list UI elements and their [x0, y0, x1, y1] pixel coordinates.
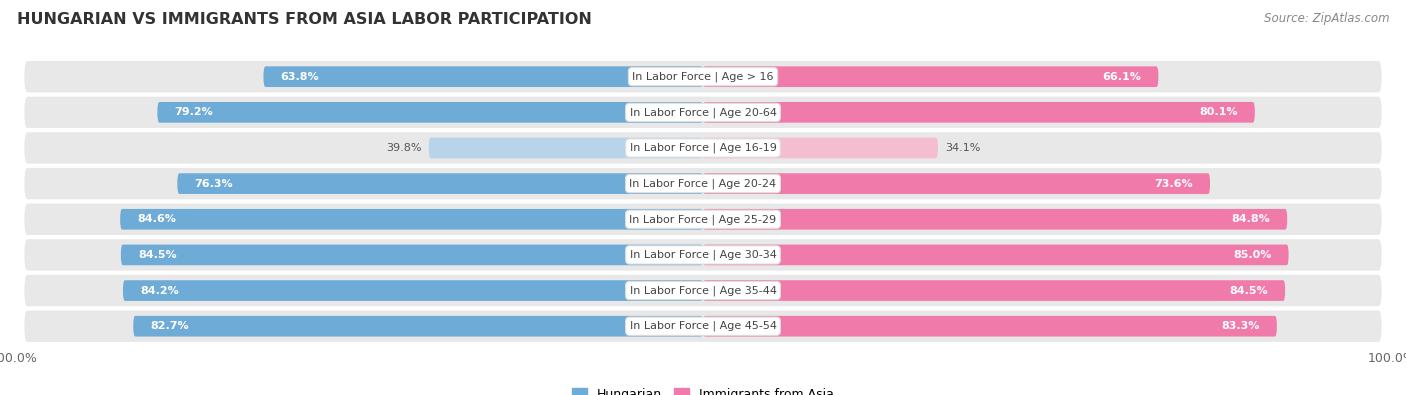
- Text: In Labor Force | Age 35-44: In Labor Force | Age 35-44: [630, 285, 776, 296]
- FancyBboxPatch shape: [24, 132, 1382, 164]
- Text: 80.1%: 80.1%: [1199, 107, 1237, 117]
- Text: In Labor Force | Age 45-54: In Labor Force | Age 45-54: [630, 321, 776, 331]
- Text: 79.2%: 79.2%: [174, 107, 214, 117]
- FancyBboxPatch shape: [24, 275, 1382, 306]
- FancyBboxPatch shape: [24, 310, 1382, 342]
- FancyBboxPatch shape: [703, 245, 1289, 265]
- Text: 84.6%: 84.6%: [138, 214, 176, 224]
- Text: 84.5%: 84.5%: [138, 250, 177, 260]
- Text: HUNGARIAN VS IMMIGRANTS FROM ASIA LABOR PARTICIPATION: HUNGARIAN VS IMMIGRANTS FROM ASIA LABOR …: [17, 12, 592, 27]
- FancyBboxPatch shape: [121, 245, 703, 265]
- Text: In Labor Force | Age 20-64: In Labor Force | Age 20-64: [630, 107, 776, 118]
- FancyBboxPatch shape: [120, 209, 703, 229]
- Text: In Labor Force | Age 30-34: In Labor Force | Age 30-34: [630, 250, 776, 260]
- FancyBboxPatch shape: [703, 280, 1285, 301]
- FancyBboxPatch shape: [263, 66, 703, 87]
- Text: 85.0%: 85.0%: [1233, 250, 1271, 260]
- Text: 84.2%: 84.2%: [141, 286, 179, 295]
- FancyBboxPatch shape: [703, 209, 1288, 229]
- Text: In Labor Force | Age 20-24: In Labor Force | Age 20-24: [630, 179, 776, 189]
- Text: 84.5%: 84.5%: [1229, 286, 1268, 295]
- FancyBboxPatch shape: [177, 173, 703, 194]
- Text: In Labor Force | Age > 16: In Labor Force | Age > 16: [633, 71, 773, 82]
- FancyBboxPatch shape: [24, 61, 1382, 92]
- Text: 76.3%: 76.3%: [194, 179, 233, 189]
- FancyBboxPatch shape: [429, 137, 703, 158]
- Text: In Labor Force | Age 25-29: In Labor Force | Age 25-29: [630, 214, 776, 224]
- Legend: Hungarian, Immigrants from Asia: Hungarian, Immigrants from Asia: [567, 383, 839, 395]
- FancyBboxPatch shape: [122, 280, 703, 301]
- Text: Source: ZipAtlas.com: Source: ZipAtlas.com: [1264, 12, 1389, 25]
- Text: 63.8%: 63.8%: [281, 71, 319, 82]
- FancyBboxPatch shape: [703, 316, 1277, 337]
- FancyBboxPatch shape: [24, 239, 1382, 271]
- FancyBboxPatch shape: [134, 316, 703, 337]
- FancyBboxPatch shape: [703, 137, 938, 158]
- Text: In Labor Force | Age 16-19: In Labor Force | Age 16-19: [630, 143, 776, 153]
- Text: 82.7%: 82.7%: [150, 321, 188, 331]
- Text: 66.1%: 66.1%: [1102, 71, 1142, 82]
- Text: 84.8%: 84.8%: [1232, 214, 1270, 224]
- Text: 34.1%: 34.1%: [945, 143, 980, 153]
- FancyBboxPatch shape: [24, 203, 1382, 235]
- FancyBboxPatch shape: [24, 168, 1382, 199]
- FancyBboxPatch shape: [703, 102, 1254, 123]
- FancyBboxPatch shape: [24, 97, 1382, 128]
- FancyBboxPatch shape: [703, 173, 1211, 194]
- Text: 73.6%: 73.6%: [1154, 179, 1192, 189]
- Text: 83.3%: 83.3%: [1222, 321, 1260, 331]
- FancyBboxPatch shape: [703, 66, 1159, 87]
- FancyBboxPatch shape: [157, 102, 703, 123]
- Text: 39.8%: 39.8%: [387, 143, 422, 153]
